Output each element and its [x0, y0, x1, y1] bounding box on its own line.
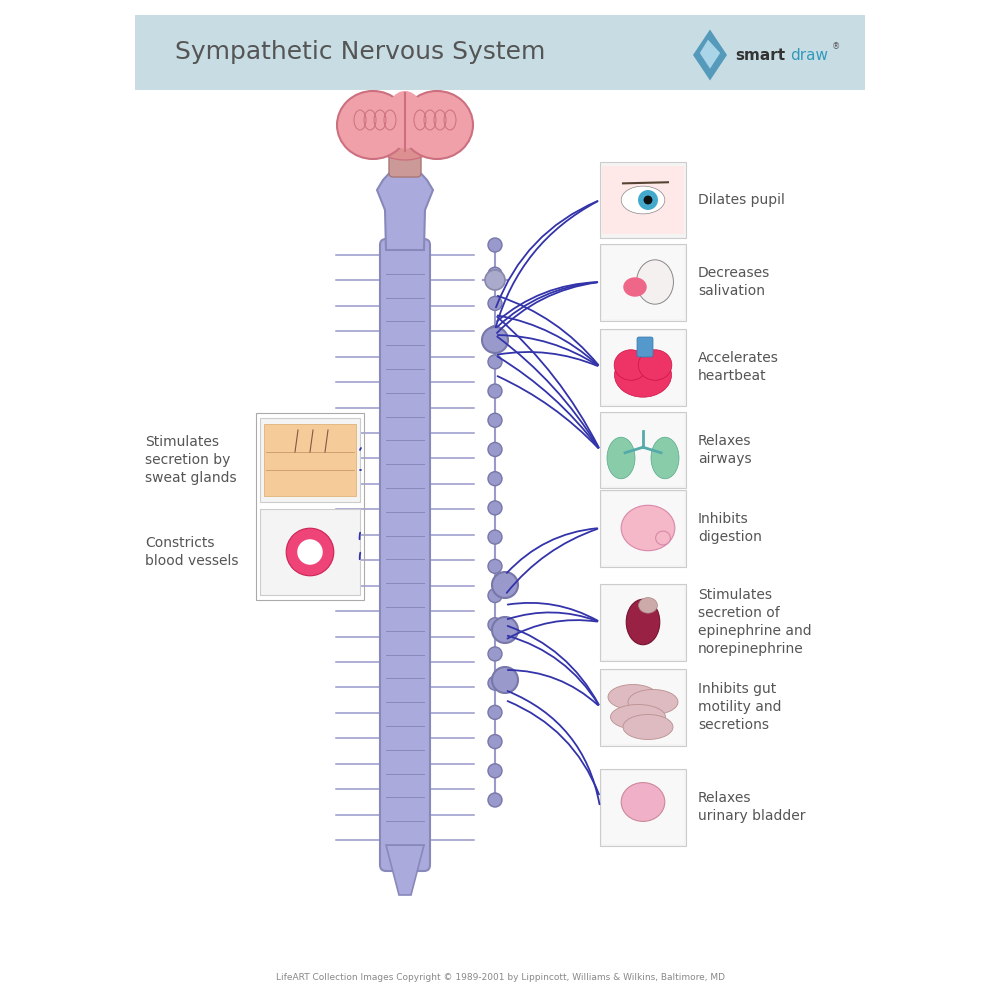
FancyBboxPatch shape — [600, 328, 686, 406]
Text: Inhibits gut
motility and
secretions: Inhibits gut motility and secretions — [698, 682, 782, 732]
Circle shape — [644, 196, 652, 204]
FancyBboxPatch shape — [600, 583, 686, 660]
Circle shape — [488, 764, 502, 778]
FancyBboxPatch shape — [600, 161, 686, 238]
FancyBboxPatch shape — [602, 330, 684, 403]
Circle shape — [488, 296, 502, 310]
Ellipse shape — [621, 783, 665, 821]
Circle shape — [488, 647, 502, 661]
Circle shape — [488, 355, 502, 369]
Circle shape — [488, 326, 502, 340]
FancyBboxPatch shape — [602, 670, 684, 744]
FancyBboxPatch shape — [602, 414, 684, 486]
Circle shape — [488, 384, 502, 398]
Circle shape — [488, 267, 502, 281]
Ellipse shape — [378, 130, 432, 160]
FancyBboxPatch shape — [600, 768, 686, 846]
FancyBboxPatch shape — [380, 239, 430, 871]
Text: smart: smart — [735, 47, 785, 62]
Circle shape — [488, 501, 502, 515]
FancyBboxPatch shape — [600, 490, 686, 566]
Ellipse shape — [614, 350, 648, 380]
Circle shape — [488, 676, 502, 690]
FancyBboxPatch shape — [260, 509, 360, 594]
FancyBboxPatch shape — [389, 149, 421, 177]
FancyBboxPatch shape — [637, 337, 653, 357]
Ellipse shape — [638, 350, 672, 380]
Circle shape — [638, 190, 658, 210]
Circle shape — [488, 618, 502, 632]
Ellipse shape — [614, 353, 672, 397]
Circle shape — [286, 528, 334, 576]
Circle shape — [488, 559, 502, 573]
Circle shape — [492, 572, 518, 598]
Ellipse shape — [608, 684, 658, 710]
Text: ®: ® — [832, 42, 840, 51]
Polygon shape — [693, 30, 727, 81]
Circle shape — [488, 793, 502, 807]
Ellipse shape — [637, 260, 673, 304]
FancyBboxPatch shape — [600, 243, 686, 320]
Ellipse shape — [628, 690, 678, 714]
FancyBboxPatch shape — [260, 418, 360, 502]
FancyBboxPatch shape — [600, 412, 686, 488]
Ellipse shape — [626, 599, 660, 645]
Circle shape — [488, 238, 502, 252]
FancyBboxPatch shape — [602, 245, 684, 318]
Text: Stimulates
secretion by
sweat glands: Stimulates secretion by sweat glands — [145, 435, 237, 485]
FancyBboxPatch shape — [602, 165, 684, 234]
Circle shape — [492, 667, 518, 693]
Circle shape — [488, 413, 502, 427]
Ellipse shape — [621, 505, 675, 551]
Circle shape — [297, 539, 323, 565]
Ellipse shape — [337, 91, 409, 159]
Text: Accelerates
heartbeat: Accelerates heartbeat — [698, 351, 779, 383]
Circle shape — [488, 705, 502, 719]
Polygon shape — [386, 845, 424, 895]
Ellipse shape — [607, 437, 635, 479]
FancyBboxPatch shape — [602, 585, 684, 658]
Text: draw: draw — [790, 47, 828, 62]
Ellipse shape — [623, 277, 647, 297]
Ellipse shape — [610, 704, 666, 730]
Circle shape — [488, 472, 502, 486]
FancyBboxPatch shape — [600, 668, 686, 746]
Ellipse shape — [401, 91, 473, 159]
Ellipse shape — [385, 91, 425, 149]
Ellipse shape — [656, 531, 670, 545]
Circle shape — [485, 270, 505, 290]
Text: Sympathetic Nervous System: Sympathetic Nervous System — [175, 40, 545, 64]
Text: Relaxes
airways: Relaxes airways — [698, 434, 752, 466]
Polygon shape — [700, 40, 720, 69]
Circle shape — [488, 735, 502, 749]
Ellipse shape — [621, 186, 665, 214]
Ellipse shape — [651, 437, 679, 479]
FancyBboxPatch shape — [264, 424, 356, 496]
Circle shape — [492, 617, 518, 643]
Text: Decreases
salivation: Decreases salivation — [698, 266, 770, 298]
Text: LifeART Collection Images Copyright © 1989-2001 by Lippincott, Williams & Wilkin: LifeART Collection Images Copyright © 19… — [276, 972, 724, 982]
Text: Dilates pupil: Dilates pupil — [698, 193, 785, 207]
FancyBboxPatch shape — [602, 770, 684, 844]
FancyBboxPatch shape — [135, 15, 865, 90]
Circle shape — [488, 442, 502, 456]
Text: Inhibits
digestion: Inhibits digestion — [698, 512, 762, 544]
FancyBboxPatch shape — [602, 492, 684, 564]
Circle shape — [488, 530, 502, 544]
Polygon shape — [377, 165, 433, 250]
Ellipse shape — [639, 598, 657, 613]
Ellipse shape — [623, 714, 673, 740]
Text: Stimulates
secretion of
epinephrine and
norepinephrine: Stimulates secretion of epinephrine and … — [698, 588, 812, 656]
Circle shape — [488, 589, 502, 603]
Circle shape — [482, 327, 508, 353]
Text: Constricts
blood vessels: Constricts blood vessels — [145, 536, 239, 568]
Text: Relaxes
urinary bladder: Relaxes urinary bladder — [698, 791, 806, 823]
